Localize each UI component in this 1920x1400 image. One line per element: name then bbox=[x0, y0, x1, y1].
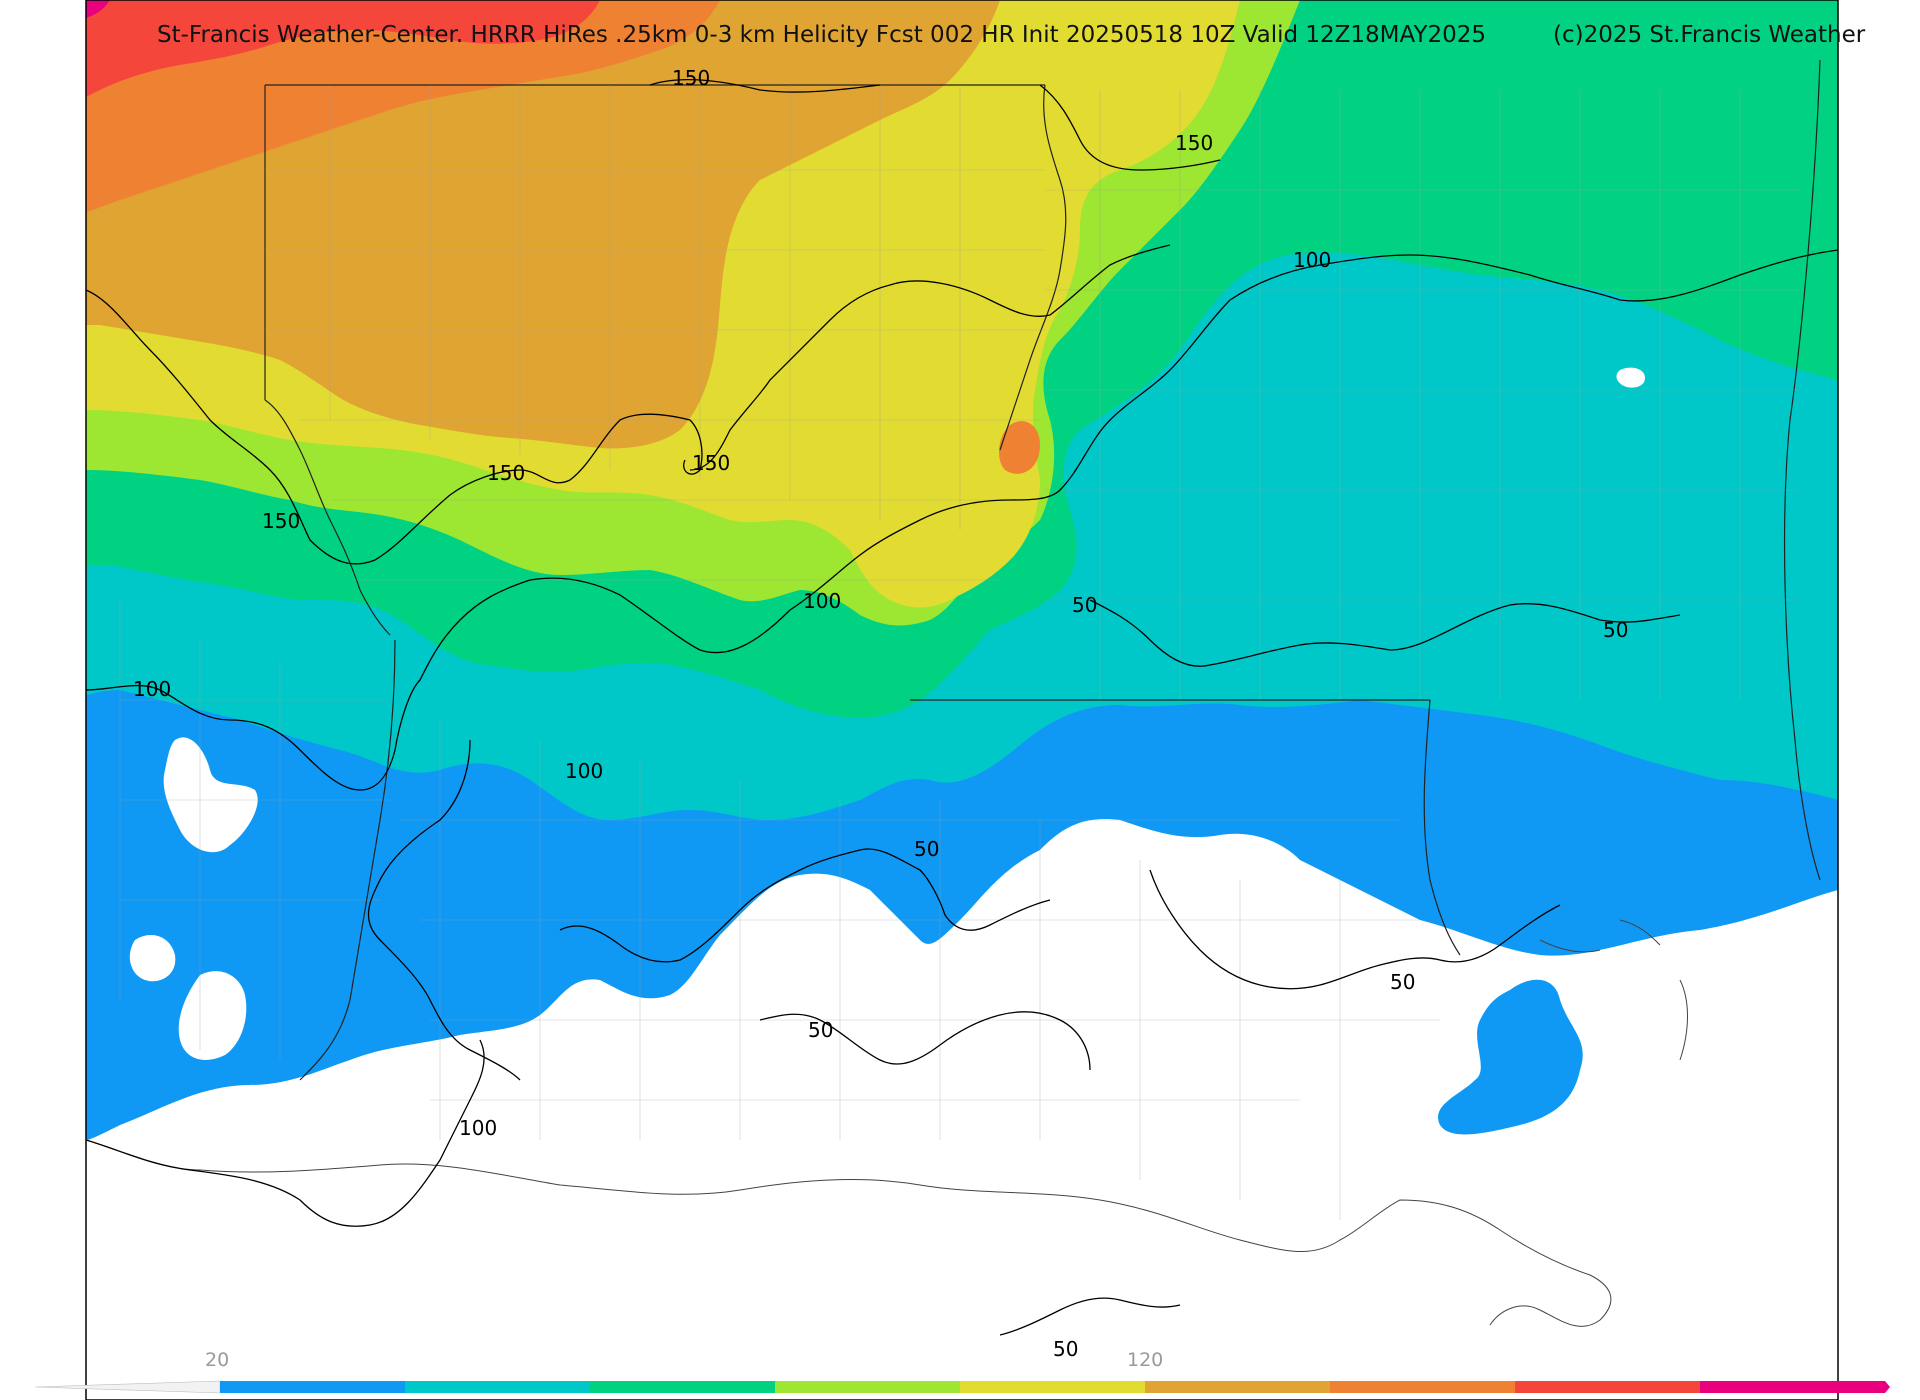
colorbar-tick-label: 20 bbox=[205, 1349, 229, 1371]
no-fill-patch bbox=[163, 737, 258, 853]
no-fill-patch bbox=[129, 935, 176, 982]
contour-150 bbox=[86, 244, 1171, 565]
contour-label: 50 bbox=[1072, 593, 1097, 617]
colorbar-over-cap bbox=[1885, 1381, 1890, 1393]
contour-lines bbox=[86, 78, 1838, 1336]
filled-contours bbox=[86, 0, 1838, 1400]
contour-label: 150 bbox=[1175, 131, 1213, 155]
colorbar-segment bbox=[590, 1381, 775, 1393]
helicity-patch bbox=[998, 421, 1040, 474]
contour-label: 50 bbox=[808, 1018, 833, 1042]
contour-50 bbox=[759, 869, 1561, 1071]
colorbar-segment bbox=[1515, 1381, 1700, 1393]
contour-50 bbox=[999, 1297, 1181, 1336]
helicity-band-200 bbox=[86, 0, 600, 97]
colorbar-segment bbox=[775, 1381, 960, 1393]
colorbar-segment bbox=[1700, 1381, 1885, 1393]
colorbar-segment bbox=[405, 1381, 590, 1393]
contour-150 bbox=[649, 78, 1221, 171]
contour-100 bbox=[86, 249, 1838, 791]
contour-50 bbox=[559, 848, 1051, 963]
no-fill-patch bbox=[178, 971, 247, 1060]
map-credit: (c)2025 St.Francis Weather bbox=[1553, 22, 1866, 48]
map-title: St-Francis Weather-Center. HRRR HiRes .2… bbox=[157, 22, 1486, 48]
colorbar-segment bbox=[1330, 1381, 1515, 1393]
colorbar-segment bbox=[220, 1381, 405, 1393]
contour-label: 50 bbox=[914, 837, 939, 861]
contour-label: 50 bbox=[1053, 1337, 1078, 1361]
contour-50 bbox=[1089, 599, 1681, 667]
state-border bbox=[264, 59, 1821, 1081]
helicity-band-300 bbox=[86, 0, 110, 18]
geographic-boundaries bbox=[86, 59, 1821, 1327]
contour-label: 100 bbox=[133, 677, 171, 701]
map-frame bbox=[85, 0, 1839, 1400]
gulf-coastline bbox=[86, 919, 1688, 1327]
contour-label: 100 bbox=[565, 759, 603, 783]
no-fill-patch bbox=[1616, 367, 1645, 388]
contour-100 bbox=[86, 739, 521, 1227]
county-lines bbox=[119, 85, 1800, 1220]
helicity-patch bbox=[453, 221, 552, 306]
contour-labels: 150 150 150 150 150 100 100 100 100 100 … bbox=[133, 66, 1628, 1361]
contour-label: 150 bbox=[672, 66, 710, 90]
colorbar-segment bbox=[1145, 1381, 1330, 1393]
colorbar-segment bbox=[960, 1381, 1145, 1393]
colorbar bbox=[34, 1380, 1890, 1394]
colorbar-tick-label: 120 bbox=[1127, 1349, 1163, 1371]
contour-label: 50 bbox=[1390, 970, 1415, 994]
helicity-patch bbox=[1438, 979, 1583, 1135]
helicity-band-150 bbox=[86, 0, 720, 212]
contour-label: 150 bbox=[262, 509, 300, 533]
contour-label: 100 bbox=[803, 589, 841, 613]
contour-label: 100 bbox=[459, 1116, 497, 1140]
contour-label: 100 bbox=[1293, 248, 1331, 272]
contour-label: 150 bbox=[487, 461, 525, 485]
contour-label: 50 bbox=[1603, 618, 1628, 642]
contour-label: 150 bbox=[692, 451, 730, 475]
